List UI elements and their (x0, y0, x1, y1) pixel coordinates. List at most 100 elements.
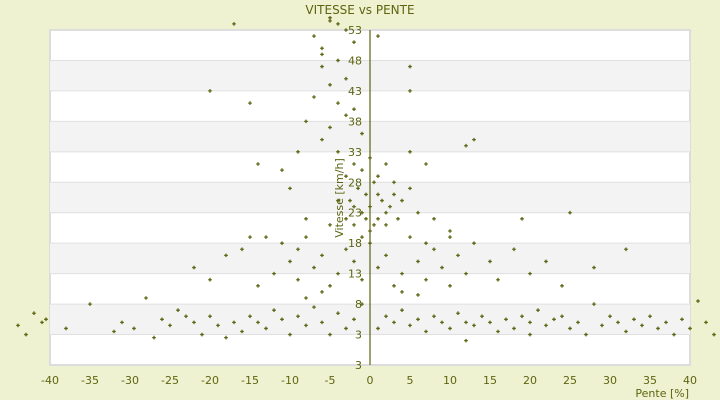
data-point (372, 180, 376, 185)
x-tick-label: -5 (325, 374, 336, 387)
data-point (240, 247, 244, 252)
data-point (352, 223, 356, 227)
data-point (424, 241, 428, 245)
data-point (520, 217, 524, 221)
data-point (368, 241, 372, 245)
data-point (360, 235, 364, 239)
data-point (24, 332, 28, 337)
data-point (488, 259, 492, 264)
data-point (656, 326, 660, 331)
data-point (560, 314, 564, 319)
data-point (368, 229, 372, 233)
data-point (432, 314, 436, 319)
data-point (624, 247, 628, 252)
data-point (424, 162, 428, 166)
data-point (384, 223, 388, 227)
data-point (416, 259, 420, 264)
data-point (584, 332, 588, 337)
x-tick-label: -10 (281, 374, 299, 387)
data-point (624, 329, 628, 334)
y-tick-label: 23 (348, 207, 362, 220)
data-point (384, 253, 388, 258)
data-point (704, 320, 708, 325)
data-point (232, 320, 236, 325)
data-point (256, 320, 260, 325)
data-point (400, 308, 404, 312)
data-point (132, 326, 136, 331)
data-point (496, 329, 500, 334)
data-point (360, 277, 364, 282)
data-point (208, 314, 212, 319)
data-point (304, 323, 308, 328)
data-point (352, 259, 356, 264)
data-point (320, 64, 324, 69)
data-point (392, 192, 396, 197)
data-point (448, 235, 452, 239)
data-point (528, 332, 532, 337)
data-point (120, 320, 124, 325)
y-tick-label: 3 (355, 359, 362, 372)
data-point (320, 137, 324, 142)
x-tick-label: 35 (643, 374, 657, 387)
data-point (288, 332, 292, 337)
data-point (280, 317, 284, 322)
data-point (328, 83, 332, 87)
data-point (372, 223, 376, 227)
data-point (368, 204, 372, 209)
data-point (400, 198, 404, 203)
x-tick-label: -20 (201, 374, 219, 387)
data-point (320, 46, 324, 51)
data-point (352, 317, 356, 322)
data-point (424, 277, 428, 282)
data-point (396, 217, 400, 221)
data-point (376, 265, 380, 270)
data-point (392, 284, 396, 288)
x-tick-label: 10 (443, 374, 457, 387)
y-tick-label: 13 (348, 268, 362, 281)
data-point (488, 320, 492, 325)
data-point (448, 229, 452, 233)
data-point (360, 131, 364, 136)
data-point (176, 308, 180, 312)
data-point (680, 317, 684, 322)
data-point (696, 299, 700, 303)
data-point (152, 335, 156, 340)
data-point (320, 253, 324, 258)
x-tick-label: -40 (41, 374, 59, 387)
data-point (384, 162, 388, 166)
data-point (384, 210, 388, 215)
data-point (248, 101, 252, 105)
data-point (440, 320, 444, 325)
data-point (688, 326, 692, 331)
data-point (356, 186, 360, 191)
data-point (216, 323, 220, 328)
data-point (352, 204, 356, 209)
data-point (352, 40, 356, 44)
data-point (224, 335, 228, 340)
data-point (32, 311, 36, 316)
x-tick-label: 25 (563, 374, 577, 387)
data-point (320, 290, 324, 294)
data-point (296, 150, 300, 154)
data-point (312, 305, 316, 309)
data-point (408, 186, 412, 191)
data-point (44, 317, 48, 322)
data-point (472, 323, 476, 328)
data-point (336, 198, 340, 203)
data-point (328, 284, 332, 288)
data-point (304, 296, 308, 300)
data-point (472, 137, 476, 142)
data-point (64, 326, 68, 331)
data-point (424, 329, 428, 334)
data-point (512, 326, 516, 331)
data-point (576, 320, 580, 325)
data-point (368, 156, 372, 160)
data-point (376, 217, 380, 221)
data-point (376, 174, 380, 178)
data-point (432, 217, 436, 221)
data-point (448, 284, 452, 288)
data-point (616, 320, 620, 325)
data-point (408, 89, 412, 93)
data-point (328, 332, 332, 337)
data-points (16, 16, 716, 343)
